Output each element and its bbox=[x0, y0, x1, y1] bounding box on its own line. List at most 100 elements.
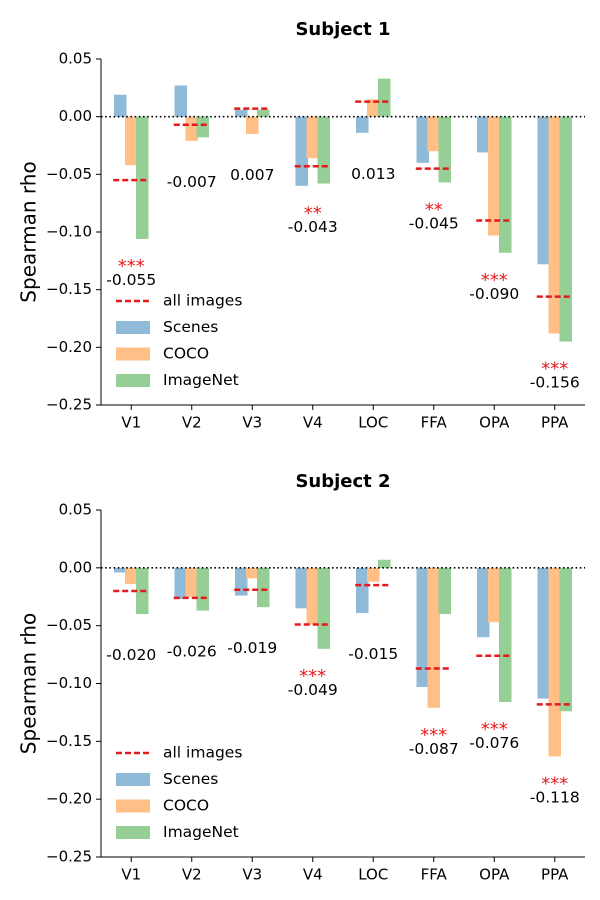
significance-label-ppa: *** bbox=[541, 773, 568, 794]
bar-imagenet-v3 bbox=[257, 567, 270, 608]
y-tick-label: −0.15 bbox=[46, 280, 92, 298]
bar-imagenet-v4 bbox=[317, 116, 330, 184]
y-tick-label: −0.25 bbox=[46, 848, 92, 866]
bar-imagenet-ffa bbox=[438, 567, 451, 615]
x-tick-label-v4: V4 bbox=[303, 866, 323, 884]
bar-coco-ffa bbox=[427, 567, 440, 708]
significance-label-ffa: ** bbox=[425, 199, 443, 220]
y-tick-label: 0.00 bbox=[59, 107, 92, 125]
legend-coco-label: COCO bbox=[163, 345, 209, 363]
bar-imagenet-opa bbox=[499, 116, 512, 253]
legend-imagenet-label: ImageNet bbox=[163, 371, 239, 389]
significance-label-v1: *** bbox=[118, 256, 145, 277]
y-tick-label: −0.20 bbox=[46, 338, 92, 356]
bar-scenes-v2 bbox=[174, 567, 187, 600]
value-label-v1: -0.020 bbox=[106, 646, 156, 664]
chart-title: Subject 2 bbox=[295, 471, 390, 492]
bar-imagenet-loc bbox=[378, 559, 391, 568]
bar-scenes-v3 bbox=[235, 109, 248, 117]
value-label-opa: -0.090 bbox=[469, 285, 519, 303]
x-tick-label-v2: V2 bbox=[182, 414, 202, 432]
bar-coco-ppa bbox=[548, 567, 561, 757]
significance-label-opa: *** bbox=[481, 719, 508, 740]
bar-scenes-v1 bbox=[114, 94, 127, 117]
bar-scenes-ppa bbox=[537, 116, 550, 265]
legend-coco-swatch bbox=[116, 799, 150, 813]
y-tick-label: −0.05 bbox=[46, 165, 92, 183]
legend-scenes-label: Scenes bbox=[163, 770, 218, 788]
legend-imagenet-swatch bbox=[116, 826, 150, 839]
bar-scenes-ffa bbox=[416, 116, 429, 163]
bar-coco-opa bbox=[488, 567, 501, 623]
y-tick-label: 0.05 bbox=[59, 501, 92, 519]
bar-scenes-loc bbox=[356, 116, 369, 133]
y-tick-label: −0.05 bbox=[46, 616, 92, 634]
value-label-ffa: -0.087 bbox=[409, 740, 459, 758]
value-label-v2: -0.007 bbox=[167, 173, 217, 191]
value-label-ppa: -0.156 bbox=[530, 374, 580, 392]
bar-imagenet-v2 bbox=[196, 116, 209, 138]
value-label-ppa: -0.118 bbox=[530, 788, 580, 806]
bar-coco-loc bbox=[367, 99, 380, 117]
value-label-v2: -0.026 bbox=[167, 643, 217, 661]
bar-imagenet-ppa bbox=[559, 567, 572, 712]
legend-coco-swatch bbox=[116, 347, 150, 361]
y-tick-label: 0.05 bbox=[59, 50, 92, 68]
x-tick-label-v1: V1 bbox=[121, 414, 141, 432]
bar-scenes-opa bbox=[477, 116, 490, 153]
x-tick-label-v1: V1 bbox=[121, 866, 141, 884]
legend-scenes-swatch bbox=[116, 773, 150, 786]
legend: all images Scenes COCO ImageNet bbox=[116, 292, 242, 389]
bar-coco-loc bbox=[367, 567, 380, 582]
y-tick-label: −0.10 bbox=[46, 223, 92, 241]
legend-scenes-swatch bbox=[116, 321, 150, 334]
bar-scenes-ffa bbox=[416, 567, 429, 687]
chart-title: Subject 1 bbox=[295, 19, 390, 40]
bar-imagenet-loc bbox=[378, 78, 391, 117]
value-label-opa: -0.076 bbox=[469, 734, 519, 752]
significance-label-ffa: *** bbox=[420, 725, 447, 746]
x-tick-label-v3: V3 bbox=[242, 866, 262, 884]
bar-imagenet-v2 bbox=[196, 567, 209, 611]
bar-coco-v1 bbox=[125, 567, 138, 585]
x-tick-label-v4: V4 bbox=[303, 414, 323, 432]
legend: all images Scenes COCO ImageNet bbox=[116, 744, 242, 841]
x-tick-label-ppa: PPA bbox=[541, 414, 569, 432]
bar-imagenet-v1 bbox=[136, 116, 149, 239]
bar-coco-v4 bbox=[306, 116, 319, 159]
legend-all-images-label: all images bbox=[163, 744, 242, 762]
significance-label-opa: *** bbox=[481, 270, 508, 291]
x-tick-label-ffa: FFA bbox=[421, 866, 448, 884]
bar-scenes-v1 bbox=[114, 567, 127, 573]
y-tick-label: −0.10 bbox=[46, 674, 92, 692]
value-label-v4: -0.043 bbox=[288, 218, 338, 236]
y-axis-label: Spearman rho bbox=[17, 161, 41, 302]
bar-scenes-v4 bbox=[295, 567, 308, 609]
bar-coco-v2 bbox=[185, 116, 198, 141]
value-label-v3: 0.007 bbox=[230, 166, 274, 184]
bar-scenes-loc bbox=[356, 567, 369, 613]
legend-imagenet-swatch bbox=[116, 374, 150, 387]
x-tick-label-opa: OPA bbox=[479, 866, 510, 884]
bar-coco-ppa bbox=[548, 116, 561, 334]
x-tick-label-v3: V3 bbox=[242, 414, 262, 432]
x-tick-label-loc: LOC bbox=[358, 866, 388, 884]
value-label-v4: -0.049 bbox=[288, 681, 338, 699]
legend-coco-label: COCO bbox=[163, 797, 209, 815]
x-tick-label-ffa: FFA bbox=[421, 414, 448, 432]
significance-label-v4: ** bbox=[304, 203, 322, 224]
bar-coco-opa bbox=[488, 116, 501, 236]
x-tick-label-loc: LOC bbox=[358, 414, 388, 432]
y-tick-label: −0.15 bbox=[46, 732, 92, 750]
bar-coco-v1 bbox=[125, 116, 138, 166]
bar-imagenet-v4 bbox=[317, 567, 330, 649]
significance-label-ppa: *** bbox=[541, 359, 568, 380]
value-label-ffa: -0.045 bbox=[409, 214, 459, 232]
bar-coco-v3 bbox=[246, 567, 259, 579]
value-label-v3: -0.019 bbox=[227, 639, 277, 657]
bar-imagenet-ppa bbox=[559, 116, 572, 342]
x-tick-label-v2: V2 bbox=[182, 866, 202, 884]
x-tick-label-opa: OPA bbox=[479, 414, 510, 432]
y-tick-label: −0.25 bbox=[46, 396, 92, 414]
bar-scenes-v2 bbox=[174, 85, 187, 117]
